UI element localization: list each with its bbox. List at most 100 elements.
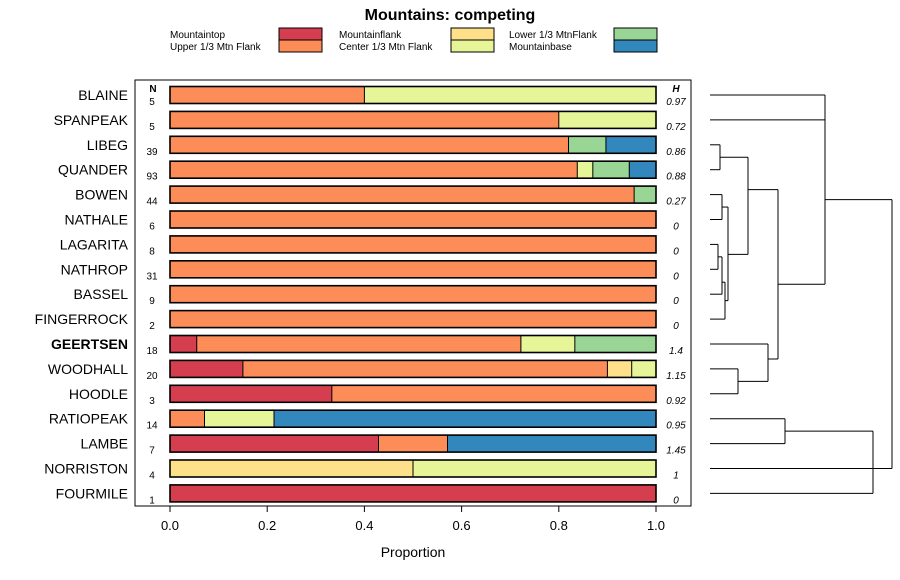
h-value: 0 [673,246,679,257]
bar-row: NORRISTON 4 1 [44,459,679,482]
row-label: FOURMILE [56,485,128,501]
row-label: BOWEN [75,187,128,203]
h-value: 0 [673,271,679,282]
bar-segment [447,435,656,453]
row-label: BASSEL [74,286,129,302]
row-label: NATHROP [61,261,128,277]
n-value: 4 [149,471,155,482]
bar-segment [170,460,413,477]
row-label: QUANDER [58,162,128,178]
bar-outline [169,484,657,503]
h-value: 0.27 [666,197,686,208]
bar-outline [169,309,657,329]
h-value: 0.88 [666,172,686,183]
row-label: FINGERROCK [35,311,129,327]
bar-outline [169,210,657,229]
n-value: 3 [149,396,155,407]
bar-row: FINGERROCK 2 0 [35,309,679,332]
bar-segment [413,460,656,477]
bar-outline [169,110,657,130]
legend-label: Lower 1/3 MtnFlank [509,30,598,41]
bar-segment [204,410,275,428]
bar-outline [169,434,657,453]
legend-label: Mountainflank [339,30,402,41]
x-tick-label: 0.0 [161,518,179,533]
bar-outline [169,259,657,279]
h-value: 0.97 [666,97,686,108]
bar-segment [170,161,578,179]
n-value: 31 [146,271,158,282]
row-label: SPANPEAK [54,112,129,128]
legend-swatch [613,39,658,53]
bar-segment [607,360,632,378]
h-value: 1.45 [666,446,686,457]
bar-segment [170,260,656,278]
bar-segment [170,335,197,353]
h-value: 1 [673,471,679,482]
x-tick-label: 1.0 [647,518,665,533]
legend-swatch [450,27,495,41]
bar-row: BASSEL 9 0 [74,284,679,307]
bar-outline [169,160,657,179]
bar-segment [629,161,656,179]
bar-row: NATHALE 6 0 [64,210,679,233]
bar-row: LIBEG 39 0.86 [87,135,686,158]
bar-segment [170,136,569,154]
h-value: 1.4 [669,346,683,357]
bar-segment [568,136,606,154]
n-value: 5 [149,97,155,108]
x-tick-label: 0.4 [355,518,373,533]
x-axis: 0.0 0.2 0.4 0.6 0.8 1.0 [161,506,665,533]
bar-row: BOWEN 44 0.27 [75,185,686,208]
n-value: 7 [149,446,155,457]
row-label: NATHALE [64,212,128,228]
bar-segment [274,410,656,428]
legend-swatch [450,39,495,53]
n-value: 5 [149,122,155,133]
bar-segment [574,335,656,353]
h-value: 0 [673,222,679,233]
bar-segment [170,360,243,378]
bar-segment [170,86,365,104]
bar-row: FOURMILE 1 0 [56,484,679,506]
bar-row: LAGARITA 8 0 [60,235,679,257]
bar-outline [169,409,657,429]
n-value: 18 [146,346,158,357]
bar-segment [170,235,656,253]
bar-segment [170,385,332,403]
bar-row: WOODHALL 20 1.15 [48,359,686,382]
plot-frame [134,79,692,507]
x-tick-label: 0.2 [258,518,276,533]
x-axis-label: Proportion [381,544,446,560]
bar-outline [169,334,657,354]
row-label: LIBEG [87,137,128,153]
bar-segment [634,186,656,204]
legend-swatch [613,27,658,41]
bar-segment [196,335,521,353]
bar-segment [170,310,656,328]
bar-segment [170,285,656,303]
n-value: 6 [149,222,155,233]
legend-label: Mountaintop [170,30,225,41]
n-value: 2 [149,321,155,332]
x-tick-label: 0.8 [550,518,568,533]
bar-row: QUANDER 93 0.88 [58,160,686,183]
row-label: RATIOPEAK [49,411,129,427]
bar-segment [605,136,656,154]
n-value: 93 [146,172,158,183]
bar-outline [169,384,657,404]
row-label: HOODLE [69,386,128,402]
bar-segment [364,86,656,104]
bar-outline [169,85,657,105]
bar-row: RATIOPEAK 14 0.95 [49,409,686,432]
h-value: 0.72 [666,122,686,133]
bar-segment [170,186,635,204]
bar-row: LAMBE 7 1.45 [81,434,686,457]
n-value: 20 [146,371,158,382]
row-label: LAGARITA [60,236,129,252]
row-label: WOODHALL [48,361,128,377]
row-label: NORRISTON [44,461,128,477]
